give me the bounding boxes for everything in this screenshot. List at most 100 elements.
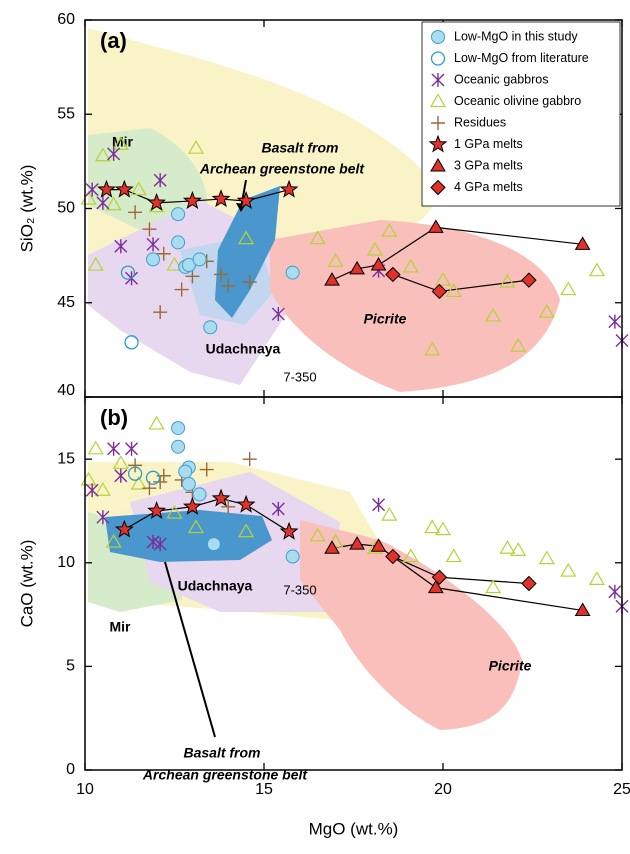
point [146, 535, 160, 550]
point [128, 205, 143, 220]
point [424, 519, 441, 534]
point [309, 527, 326, 542]
x-tick-label: 15 [255, 781, 273, 798]
point [96, 510, 110, 525]
point [242, 452, 257, 467]
point [445, 548, 462, 563]
point [588, 571, 605, 585]
annotation: 7-350 [283, 369, 316, 384]
legend-marker [428, 134, 448, 153]
point [199, 462, 214, 477]
point [427, 219, 444, 233]
legend-marker [429, 93, 447, 108]
point [171, 235, 186, 250]
point [120, 265, 136, 280]
legend-marker [430, 158, 446, 172]
legend-marker [430, 51, 446, 66]
point [499, 273, 516, 288]
point [402, 548, 419, 563]
point [574, 602, 591, 616]
point [125, 441, 139, 456]
point [381, 222, 398, 237]
legend-marker [430, 179, 446, 196]
point [327, 253, 344, 267]
point [238, 523, 255, 538]
point [181, 258, 196, 273]
point [96, 195, 110, 210]
point [285, 549, 300, 564]
point [271, 501, 285, 516]
point [203, 320, 218, 335]
annotation: 7-350 [283, 582, 316, 597]
point [485, 579, 502, 594]
y-tick-label: 55 [57, 105, 75, 122]
point [153, 537, 167, 552]
point [85, 182, 99, 197]
x-tick-label: 10 [76, 781, 94, 798]
point [309, 230, 326, 245]
point [142, 222, 157, 237]
point [185, 269, 200, 284]
point [434, 521, 452, 536]
melt-line [124, 497, 290, 533]
pointer-line [164, 561, 216, 738]
point [105, 533, 122, 548]
point [427, 579, 444, 594]
point [187, 519, 205, 534]
point [153, 474, 168, 489]
point [608, 584, 622, 599]
region [105, 510, 272, 562]
legend-label: Residues [454, 115, 506, 129]
point [238, 230, 255, 245]
point [521, 575, 537, 592]
point [206, 537, 221, 552]
point [107, 146, 121, 161]
region [270, 220, 560, 392]
point [434, 271, 452, 286]
legend-label: Oceanic gabbros [454, 72, 549, 86]
legend-label: Oceanic olivine gabbro [454, 94, 581, 108]
point [211, 488, 231, 507]
point [381, 506, 398, 521]
point [221, 499, 236, 514]
annotation: Mir [110, 619, 132, 635]
point [85, 483, 99, 498]
point [124, 335, 139, 350]
legend-marker [431, 116, 445, 130]
point [385, 548, 401, 565]
y-tick-label: 50 [57, 200, 75, 217]
point [372, 497, 386, 512]
point [112, 455, 129, 469]
x-tick-label: 20 [434, 781, 452, 798]
point [485, 307, 502, 322]
point [174, 282, 189, 297]
point [156, 246, 171, 261]
annotation: Udachnaya [206, 341, 281, 357]
legend-label: 3 GPa melts [454, 158, 523, 172]
region [215, 186, 280, 318]
marks [80, 136, 629, 616]
point [236, 494, 256, 513]
point [538, 303, 555, 318]
point [187, 139, 205, 154]
point [192, 252, 207, 267]
legend-label: 4 GPa melts [454, 180, 523, 194]
point [153, 305, 168, 320]
y-axis-label: SiO₂ (wt.%) [17, 165, 36, 253]
point [324, 272, 340, 286]
point [574, 236, 591, 250]
point [114, 468, 128, 483]
point [445, 283, 462, 298]
point [366, 241, 384, 256]
annotation: Archean greenstone belt [199, 161, 365, 177]
annotation: Picrite [489, 658, 532, 674]
point [242, 275, 257, 290]
point [87, 440, 104, 455]
point [147, 501, 167, 519]
annotation: Archean greenstone belt [142, 767, 308, 783]
x-axis-label: MgO (wt.%) [309, 819, 399, 838]
point [153, 173, 167, 188]
y-tick-label: 40 [57, 382, 75, 399]
